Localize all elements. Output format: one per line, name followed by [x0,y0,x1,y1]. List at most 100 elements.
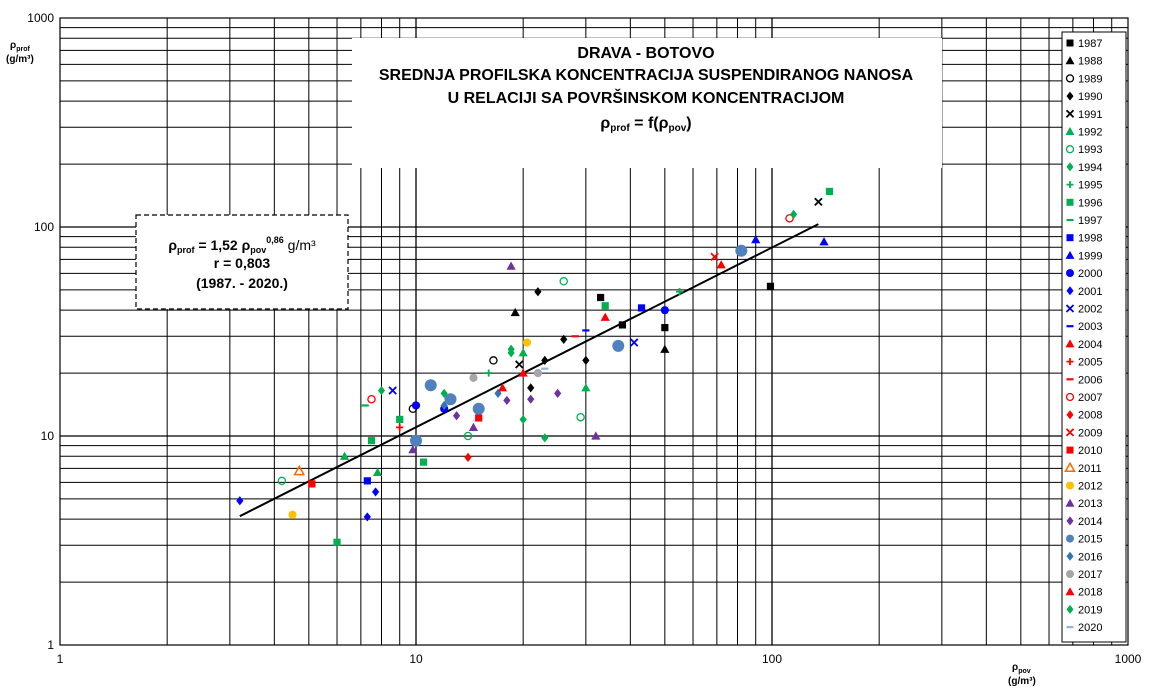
legend-marker-1990 [1066,91,1074,101]
legend-marker-2016 [1066,551,1074,561]
data-point-1991 [814,197,823,207]
legend-label-1990: 1990 [1078,91,1102,103]
legend-label-2013: 2013 [1078,498,1102,510]
legend-label-1999: 1999 [1078,250,1102,262]
data-point-2007 [785,214,794,223]
data-point-1987 [661,324,669,332]
data-point-2019 [790,209,798,219]
legend-label-2003: 2003 [1078,321,1102,333]
data-point-2014 [527,394,535,404]
title-formula: ρprof = f(ρpov) [600,115,691,134]
data-point-2010 [475,414,483,422]
data-point-1990 [527,383,535,393]
data-points [236,187,834,546]
data-point-1996 [333,538,341,546]
legend-label-1991: 1991 [1078,109,1102,121]
data-point-2010 [308,480,316,488]
title-line-1: DRAVA - BOTOVO [577,45,714,62]
data-point-1994 [541,433,549,443]
legend-marker-2019 [1066,604,1074,614]
data-point-2008 [464,452,472,462]
legend-marker-1996 [1066,198,1074,206]
data-point-1993 [463,431,473,441]
data-point-2014 [554,388,562,398]
legend-label-2020: 2020 [1078,622,1102,634]
data-point-2015 [735,244,748,257]
plot-area-frame [59,17,1129,646]
equation-line-1: ρprof = 1,52 ρpov0,86 g/m³ [168,235,316,255]
data-point-1993 [277,476,287,486]
data-point-1998 [363,477,371,485]
y-axis-label: ρprof (g/m³) [6,40,34,65]
x-tick-label: 10 [409,652,423,666]
data-point-2013 [408,445,418,454]
legend-marker-2018 [1065,587,1075,596]
data-point-2007 [367,394,376,404]
data-point-1992 [339,451,350,460]
data-point-1993 [559,277,568,286]
legend-label-2001: 2001 [1078,286,1102,298]
legend-marker-2011 [1064,461,1076,473]
data-point-1987 [766,282,775,290]
data-point-1998 [637,304,646,312]
legend-marker-1991 [1065,109,1075,118]
legend-marker-1989 [1065,74,1075,83]
data-point-2013 [591,431,601,440]
legend: 1987 1988 1989 1990 1991 1992 1993 1994 1995 1996… [1061,31,1127,643]
chart-title: DRAVA - BOTOVO SREDNJA PROFILSKA KONCENT… [352,38,942,168]
legend-marker-2002 [1065,304,1075,313]
legend-marker-2014 [1066,516,1074,526]
legend-marker-2009 [1065,428,1075,437]
legend-marker-2001 [1066,286,1074,296]
data-point-1990 [560,334,568,344]
legend-label-2016: 2016 [1078,551,1102,563]
data-point-1987 [596,293,605,302]
legend-label-2005: 2005 [1078,357,1102,369]
data-point-1990 [541,355,549,365]
data-point-2011 [293,464,306,476]
data-point-2014 [452,411,461,421]
legend-label-2007: 2007 [1078,392,1102,404]
data-point-1992 [581,383,591,392]
data-point-2019 [507,344,515,354]
regression-line [239,223,819,518]
data-point-1996 [419,458,428,466]
y-tick-label: 1000 [27,11,54,25]
legend-label-2009: 2009 [1078,427,1102,439]
data-point-2012 [288,510,297,519]
legend-marker-2015 [1066,534,1074,543]
legend-label-2014: 2014 [1078,516,1102,528]
data-point-2014 [503,395,511,406]
svg-text:ρpov: ρpov [1012,662,1031,675]
legend-label-2008: 2008 [1078,410,1102,422]
legend-label-1996: 1996 [1078,197,1102,209]
legend-marker-2010 [1066,446,1074,454]
data-point-1996 [825,187,834,196]
equation-line-3: (1987. - 2020.) [196,275,288,291]
data-point-1991 [515,360,524,369]
x-axis-label: ρpov (g/m³) [1008,662,1036,687]
legend-label-2015: 2015 [1078,534,1102,546]
y-tick-label: 1 [47,638,54,652]
data-point-2001 [236,496,244,506]
legend-label-2018: 2018 [1078,587,1102,599]
legend-label-1994: 1994 [1078,162,1102,174]
data-point-2002 [388,386,397,395]
equation-line-2: r = 0,803 [214,255,271,271]
legend-marker-2012 [1066,481,1074,490]
legend-marker-1995 [1066,181,1074,189]
legend-label-1987: 1987 [1078,38,1102,50]
data-point-2012 [522,338,532,347]
legend-label-2002: 2002 [1078,304,1102,316]
legend-marker-1993 [1065,145,1075,154]
data-point-2013 [468,422,479,431]
data-point-1995 [675,288,684,296]
legend-label-2000: 2000 [1078,268,1102,280]
x-tick-label: 1000 [1115,652,1142,666]
data-point-1996 [367,437,376,445]
axis-tick-labels: 1 10 100 1000 1 10 100 1000 [27,11,1141,666]
data-point-2000 [660,306,669,315]
legend-marker-2000 [1066,269,1074,278]
data-point-2018 [518,368,528,377]
data-point-2015 [424,379,437,392]
